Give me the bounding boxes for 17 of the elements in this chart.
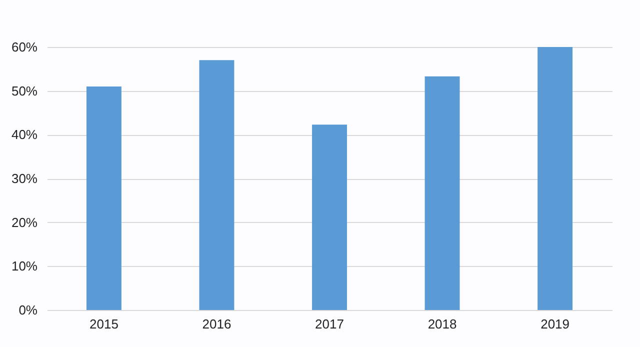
- bar: [86, 86, 122, 310]
- y-tick-label: 60%: [11, 40, 38, 54]
- bar: [424, 76, 460, 310]
- x-tick-label: 2019: [540, 316, 570, 332]
- y-tick-label: 50%: [11, 83, 38, 98]
- bar: [199, 60, 234, 310]
- y-tick-label: 10%: [11, 258, 38, 274]
- bar: [312, 124, 347, 310]
- x-tick-label: 2017: [315, 316, 344, 332]
- y-tick-label: 0%: [18, 302, 38, 318]
- x-tick-label: 2016: [202, 316, 232, 332]
- y-tick-label: 20%: [11, 214, 38, 230]
- x-tick-label: 2018: [428, 316, 457, 332]
- bar: [538, 47, 573, 310]
- y-tick-label: 30%: [11, 171, 38, 186]
- x-tick-label: 2015: [89, 316, 118, 332]
- y-tick-label: 40%: [11, 127, 38, 142]
